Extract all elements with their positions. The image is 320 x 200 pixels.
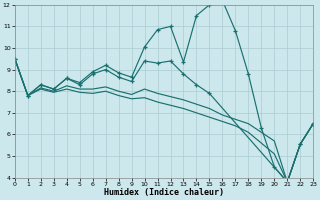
X-axis label: Humidex (Indice chaleur): Humidex (Indice chaleur): [104, 188, 224, 197]
